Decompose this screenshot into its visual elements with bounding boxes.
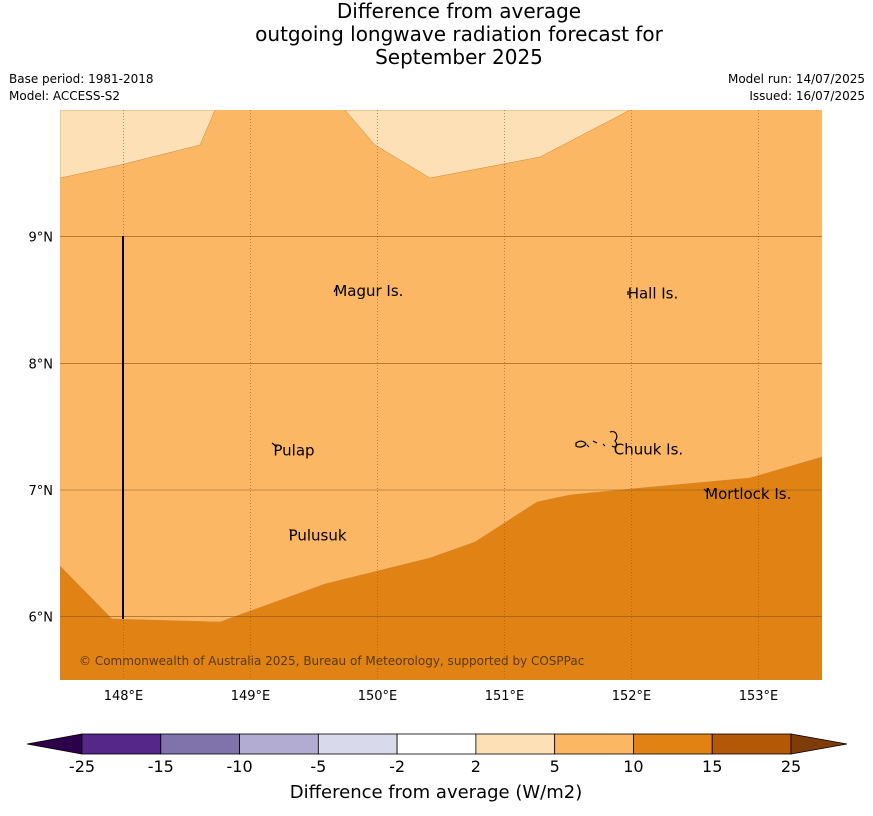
colorbar-tick-label: -2 <box>389 757 405 776</box>
colorbar-tick-label: 2 <box>471 757 481 776</box>
place-labels: Magur Is. Hall Is. Pulap Chuuk Is. Mortlock … <box>273 282 791 544</box>
colorbar-tick-label: 25 <box>781 757 801 776</box>
chuuk-islet-2 <box>586 444 590 448</box>
colorbar-legend: -25 -15 -10 -5 -2 2 5 10 15 25 <box>26 733 848 776</box>
place-label: Chuuk Is. <box>614 440 683 458</box>
island-outlines <box>271 285 708 534</box>
lon-tick-label: 151°E <box>485 689 525 704</box>
issued-text: Issued: 16/07/2025 <box>749 89 865 103</box>
lat-tick-label: 9°N <box>29 231 54 246</box>
model-run-text: Model run: 14/07/2025 <box>727 72 865 86</box>
island-chuuk <box>575 431 618 448</box>
chuuk-atoll-mid <box>592 440 598 444</box>
island-pulap <box>271 442 278 448</box>
colorbar-segment <box>475 733 556 755</box>
colorbar-segment <box>239 733 319 755</box>
model-text: Model: ACCESS-S2 <box>9 89 121 103</box>
colorbar-tick-label: -10 <box>226 757 252 776</box>
place-label: Hall Is. <box>628 285 679 303</box>
longitude-axis-labels: 148°E 149°E 150°E 151°E 152°E 153°E <box>104 689 779 704</box>
colorbar-segment <box>711 733 792 755</box>
colorbar-segment <box>160 733 240 755</box>
lon-tick-label: 149°E <box>231 689 271 704</box>
colorbar-tick-label: 5 <box>550 757 560 776</box>
island-magur <box>333 285 338 293</box>
lat-tick-label: 7°N <box>29 484 54 499</box>
chuuk-islet-1 <box>602 443 606 447</box>
place-label: Pulusuk <box>289 527 347 545</box>
colorbar-segment <box>317 733 398 755</box>
colorbar-segment <box>633 733 713 755</box>
colorbar-tick-label: 15 <box>702 757 722 776</box>
colorbar-tick-label: -5 <box>310 757 326 776</box>
colorbar-extend-high <box>790 733 848 755</box>
place-label: Mortlock Is. <box>705 485 791 503</box>
place-label: Magur Is. <box>334 282 403 300</box>
place-label: Pulap <box>273 442 314 460</box>
island-mortlock <box>703 488 708 493</box>
chuuk-atoll-west <box>575 440 587 448</box>
lat-tick-label: 6°N <box>29 611 54 626</box>
colorbar-segment <box>81 733 162 755</box>
colorbar-segment <box>554 733 634 755</box>
graticule <box>60 110 822 680</box>
base-period-text: Base period: 1981-2018 <box>9 72 154 86</box>
meta-right: Model run: 14/07/2025 Issued: 16/07/2025 <box>728 71 865 105</box>
map-frame: Magur Is. Hall Is. Pulap Chuuk Is. Mortlock … <box>60 110 822 680</box>
contour-band-2-to-5-north <box>344 110 631 179</box>
colorbar-segment <box>396 733 477 755</box>
title-line-3: September 2025 <box>375 45 543 69</box>
colorbar-extend-low <box>26 733 83 755</box>
title-line-2: outgoing longwave radiation forecast for <box>255 22 663 46</box>
title-line-1: Difference from average <box>336 0 582 23</box>
colorbar-tick-label: -15 <box>148 757 174 776</box>
lon-tick-label: 148°E <box>104 689 144 704</box>
meta-left: Base period: 1981-2018 Model: ACCESS-S2 <box>9 71 154 105</box>
lon-tick-label: 152°E <box>612 689 652 704</box>
lat-tick-label: 8°N <box>29 357 54 372</box>
latitude-axis-labels: 9°N 8°N 7°N 6°N <box>29 231 54 626</box>
chuuk-atoll-east <box>609 431 618 448</box>
lon-tick-label: 150°E <box>358 689 398 704</box>
island-pulusuk <box>289 528 292 534</box>
colorbar-tick-label: 10 <box>623 757 643 776</box>
contour-band-2-to-5-west <box>60 110 216 179</box>
colorbar-tick-label: -25 <box>69 757 95 776</box>
copyright-text: © Commonwealth of Australia 2025, Bureau… <box>79 654 584 668</box>
map-title: Difference from average outgoing longwav… <box>0 0 873 69</box>
lon-tick-label: 153°E <box>739 689 779 704</box>
colorbar-title: Difference from average (W/m2) <box>290 782 582 803</box>
